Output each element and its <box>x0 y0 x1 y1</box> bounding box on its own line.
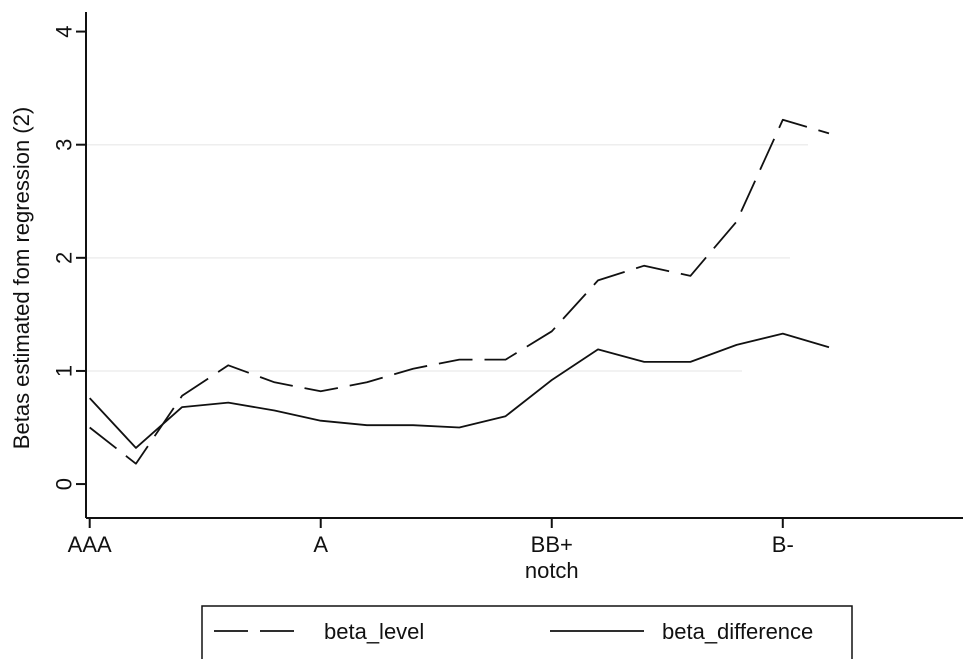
legend: beta_level beta_difference <box>201 605 853 659</box>
y-axis-ticks: 0 1 2 3 4 <box>52 25 86 490</box>
gridlines <box>86 143 808 372</box>
y-tick-label: 3 <box>52 139 77 151</box>
series-lines <box>89 118 830 465</box>
x-axis-ticks: AAA A BB+ B- <box>68 518 794 557</box>
legend-box <box>201 605 853 659</box>
legend-label-beta-difference: beta_difference <box>662 619 813 644</box>
y-tick-label: 2 <box>52 252 77 264</box>
y-tick-label: 4 <box>52 25 77 37</box>
x-tick-label: B- <box>772 532 794 557</box>
axes <box>85 12 963 519</box>
x-axis-title: notch <box>525 558 579 583</box>
x-tick-label: AAA <box>68 532 112 557</box>
series-beta-difference <box>89 332 830 449</box>
x-tick-label: A <box>313 532 328 557</box>
y-axis-title: Betas estimated fom regression (2) <box>9 107 34 449</box>
y-tick-label: 0 <box>52 478 77 490</box>
x-tick-label: BB+ <box>531 532 573 557</box>
y-tick-label: 1 <box>52 365 77 377</box>
legend-label-beta-level: beta_level <box>324 619 424 644</box>
series-beta-level <box>89 118 830 465</box>
